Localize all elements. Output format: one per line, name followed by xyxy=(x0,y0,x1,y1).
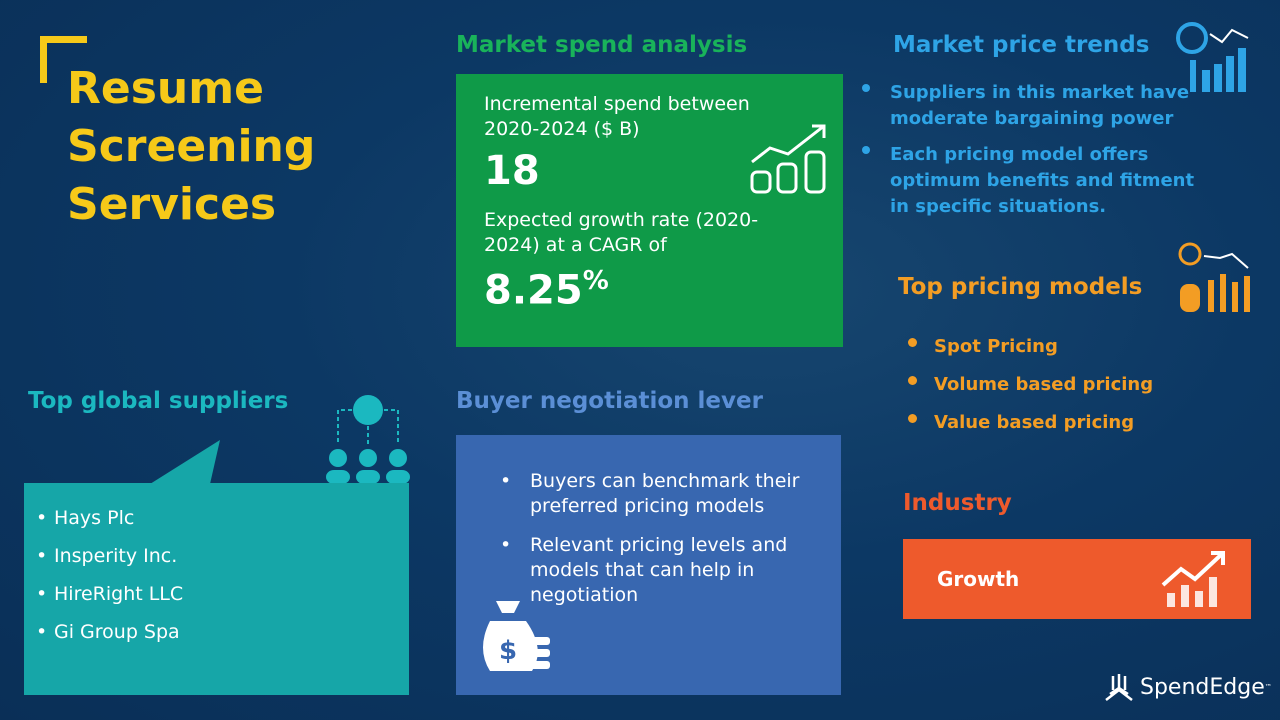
industry-value: Growth xyxy=(937,567,1020,591)
page-title: Resume Screening Services xyxy=(67,60,315,234)
suppliers-heading: Top global suppliers xyxy=(28,388,289,414)
incremental-label: Incremental spend between 2020-2024 ($ B… xyxy=(484,93,750,140)
growth-unit: % xyxy=(582,266,609,296)
list-item: Buyers can benchmark their preferred pri… xyxy=(500,469,811,519)
list-item: Gi Group Spa xyxy=(36,621,397,643)
coins-growth-icon xyxy=(750,124,826,194)
growth-chart-icon xyxy=(1161,551,1225,607)
list-item: Insperity Inc. xyxy=(36,545,397,567)
list-item: Suppliers in this market have moderate b… xyxy=(862,80,1202,132)
pricing-models-heading: Top pricing models xyxy=(898,274,1143,300)
pricing-models-list: Spot Pricing Volume based pricing Value … xyxy=(904,336,1153,450)
title-line: Resume xyxy=(67,63,264,114)
growth-label: Expected growth rate (2020-2024) at a CA… xyxy=(484,209,759,256)
list-item: Spot Pricing xyxy=(904,336,1153,357)
list-item: Relevant pricing levels and models that … xyxy=(500,533,811,608)
list-item: Hays Plc xyxy=(36,507,397,529)
title-line: Screening xyxy=(67,121,316,172)
list-item: Each pricing model offers optimum benefi… xyxy=(862,142,1202,220)
title-corner-decoration xyxy=(40,36,87,83)
money-bag-icon: $ xyxy=(483,601,550,671)
global-network-icon xyxy=(326,395,410,484)
market-spend-panel: Incremental spend between 2020-2024 ($ B… xyxy=(456,74,843,347)
negotiation-heading: Buyer negotiation lever xyxy=(456,388,763,414)
brand-name: SpendEdge xyxy=(1140,674,1265,700)
title-line: Services xyxy=(67,179,277,230)
svg-text:$: $ xyxy=(499,636,517,666)
negotiation-panel: Buyers can benchmark their preferred pri… xyxy=(456,435,841,695)
pricing-chart-icon xyxy=(1178,242,1250,312)
list-item: Value based pricing xyxy=(904,412,1153,433)
industry-growth-panel: Growth xyxy=(903,539,1251,619)
brand-tm: ™ xyxy=(1264,683,1272,691)
price-trend-chart-icon xyxy=(1176,22,1249,92)
price-trends-heading: Market price trends xyxy=(893,32,1150,58)
list-item: Volume based pricing xyxy=(904,374,1153,395)
growth-value: 8.25 xyxy=(484,267,583,314)
list-item: HireRight LLC xyxy=(36,583,397,605)
spendedge-logo-icon xyxy=(1105,674,1133,701)
spendedge-logo: SpendEdge ™ xyxy=(1104,672,1272,702)
price-trends-list: Suppliers in this market have moderate b… xyxy=(862,80,1202,230)
market-spend-heading: Market spend analysis xyxy=(456,32,748,58)
suppliers-panel: Hays Plc Insperity Inc. HireRight LLC Gi… xyxy=(24,483,409,695)
speech-bubble-tail xyxy=(150,440,220,484)
industry-heading: Industry xyxy=(903,490,1012,516)
incremental-value: 18 xyxy=(484,148,540,194)
